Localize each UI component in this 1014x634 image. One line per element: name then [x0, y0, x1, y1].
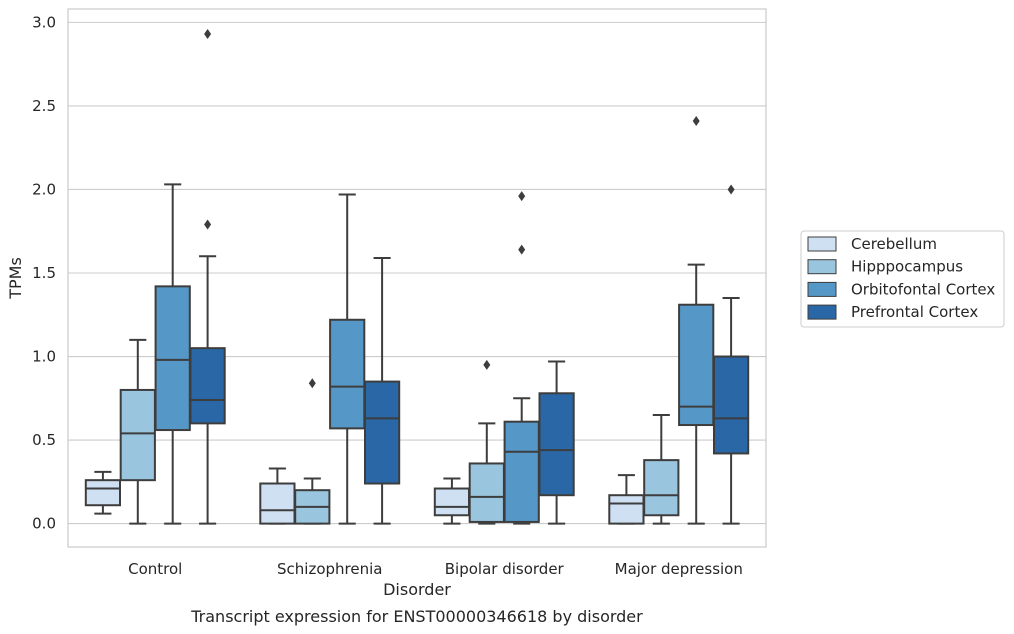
box-0-0: [84, 470, 122, 515]
outlier-0: [727, 184, 735, 195]
box-body: [189, 347, 226, 425]
outlier-0: [518, 244, 526, 255]
box-1-2: [329, 193, 366, 525]
legend-swatch-0: [807, 236, 837, 252]
y-tick-label-1: 0.5: [32, 431, 56, 449]
x-tick-label-2: Bipolar disorder: [445, 560, 565, 578]
plot-area: [67, 8, 767, 548]
box-body: [154, 285, 191, 432]
box-2-0: [433, 477, 471, 525]
box-body: [259, 482, 296, 525]
x-tick-label-3: Major depression: [615, 560, 743, 578]
box-groups: [84, 29, 750, 525]
y-tick-label-4: 2.0: [32, 180, 56, 198]
box-body: [538, 392, 575, 497]
box-body: [503, 420, 540, 523]
box-0-1: [119, 338, 156, 525]
legend-label-2: Orbitofontal Cortex: [851, 280, 995, 298]
box-body: [329, 318, 366, 430]
box-2-2: [503, 191, 540, 525]
box-0-2: [154, 183, 191, 525]
y-tick-label-5: 2.5: [32, 97, 56, 115]
box-body: [433, 487, 471, 517]
box-3-1: [643, 414, 680, 525]
legend-swatch-1: [807, 259, 837, 275]
box-3-3: [712, 184, 750, 525]
box-body: [119, 388, 156, 482]
box-body: [468, 462, 505, 523]
box-1-0: [259, 467, 296, 525]
x-axis-label: Disorder: [383, 580, 451, 599]
box-body: [608, 494, 645, 525]
outlier-0: [483, 359, 491, 370]
box-0-3: [189, 29, 226, 525]
box-body: [363, 380, 401, 485]
outlier-1: [204, 29, 212, 40]
y-axis-label: TPMs: [6, 257, 25, 300]
y-tick-labels: 0.0 0.5 1.0 1.5 2.0 2.5 3.0: [32, 13, 56, 532]
y-tick-label-2: 1.0: [32, 348, 56, 366]
legend-label-0: Cerebellum: [851, 235, 937, 253]
x-tick-label-1: Schizophrenia: [277, 560, 382, 578]
outlier-0: [692, 115, 700, 126]
box-1-3: [363, 256, 401, 525]
legend-frame: [800, 230, 1005, 328]
y-tick-label-6: 3.0: [32, 13, 56, 31]
outlier-1: [518, 191, 526, 202]
chart-caption: Transcript expression for ENST0000034661…: [190, 607, 643, 626]
legend-label-1: Hipppocampus: [851, 258, 963, 276]
x-tick-labels: Control Schizophrenia Bipolar disorder Majo…: [128, 560, 743, 578]
y-gridlines: [68, 21, 766, 525]
legend: Cerebellum Hipppocampus Orbitofontal Corte…: [800, 230, 1005, 328]
legend-swatch-3: [807, 304, 837, 320]
box-body: [712, 355, 750, 455]
box-body: [84, 479, 122, 507]
legend-label-3: Prefrontal Cortex: [851, 303, 978, 321]
legend-swatch-2: [807, 281, 837, 297]
outlier-0: [204, 219, 212, 230]
y-tick-label-0: 0.0: [32, 515, 56, 533]
box-2-3: [538, 360, 575, 525]
x-tick-label-0: Control: [128, 560, 182, 578]
outlier-0: [308, 378, 316, 389]
box-body: [643, 459, 680, 517]
box-2-1: [468, 359, 505, 525]
y-tick-label-3: 1.5: [32, 264, 56, 282]
box-1-1: [294, 378, 331, 525]
